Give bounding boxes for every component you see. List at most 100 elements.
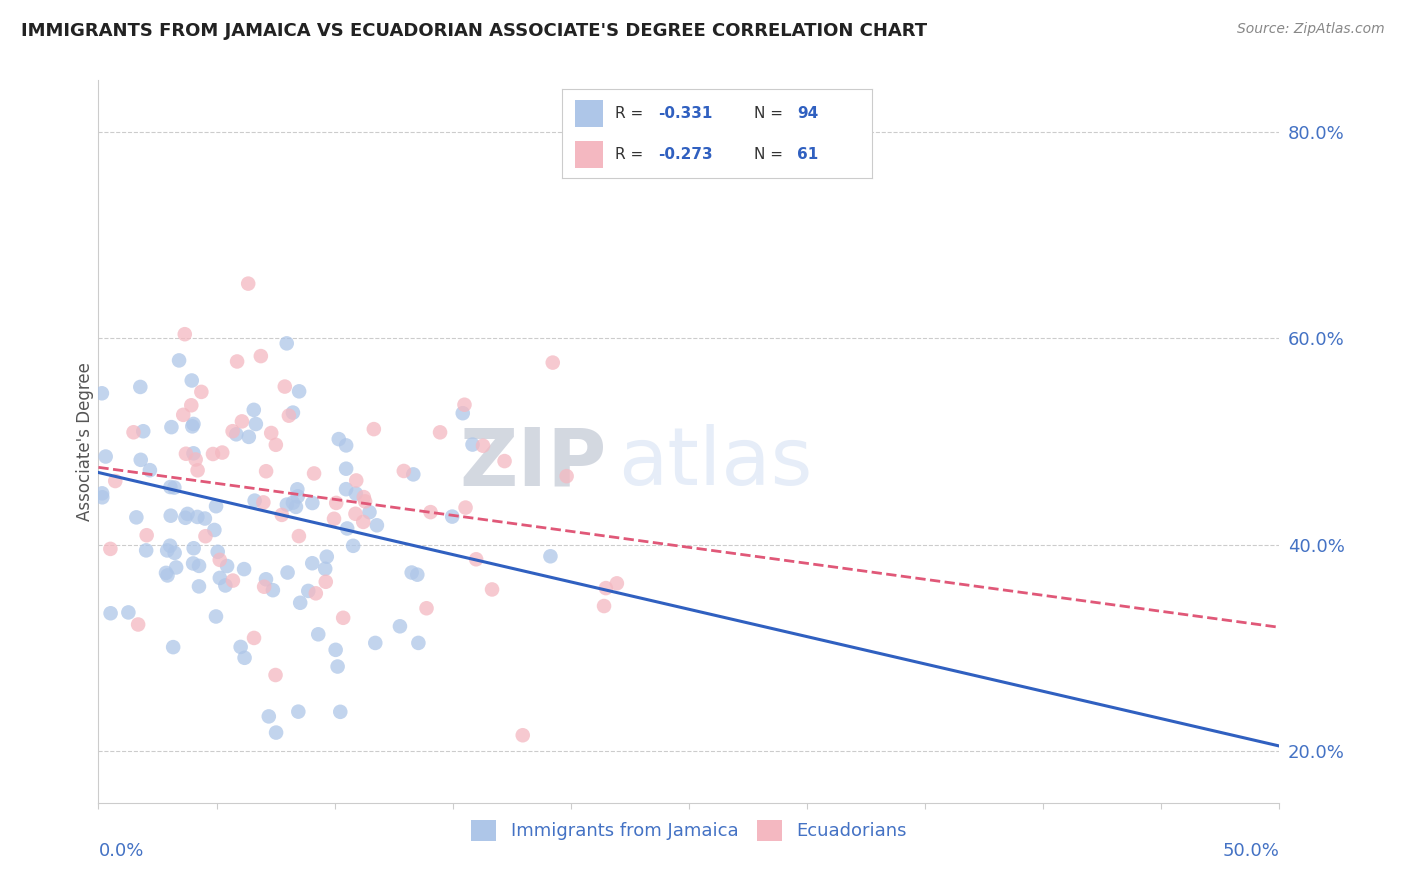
Point: [208, 553, 231, 567]
Point: [181, 557, 204, 571]
Point: [494, 454, 516, 468]
Point: [231, 414, 253, 428]
Point: [290, 596, 312, 610]
Point: [441, 509, 464, 524]
Point: [173, 327, 195, 342]
Point: [402, 467, 425, 482]
Point: [117, 606, 139, 620]
Point: [287, 489, 309, 503]
Point: [129, 453, 152, 467]
Point: [243, 402, 266, 417]
Point: [174, 510, 197, 524]
Point: [593, 599, 616, 613]
Point: [159, 480, 181, 494]
Point: [132, 424, 155, 438]
Point: [401, 566, 423, 580]
Point: [122, 425, 145, 440]
Point: [284, 500, 307, 514]
Point: [100, 541, 122, 556]
Point: [183, 541, 205, 556]
Point: [211, 445, 233, 459]
Point: [555, 469, 578, 483]
Point: [163, 481, 186, 495]
Point: [172, 408, 194, 422]
Point: [174, 447, 197, 461]
Point: [188, 558, 211, 573]
Point: [287, 705, 309, 719]
Point: [125, 510, 148, 524]
Point: [277, 566, 299, 580]
Point: [315, 549, 337, 564]
Point: [183, 417, 205, 431]
Point: [307, 627, 329, 641]
Text: R =: R =: [614, 147, 648, 161]
Point: [156, 543, 179, 558]
Point: [202, 523, 225, 537]
Point: [415, 601, 437, 615]
Point: [205, 500, 228, 514]
Point: [288, 384, 311, 399]
Point: [344, 486, 367, 500]
Point: [176, 507, 198, 521]
Point: [90, 386, 112, 401]
Text: Source: ZipAtlas.com: Source: ZipAtlas.com: [1237, 22, 1385, 37]
Text: -0.273: -0.273: [658, 147, 713, 161]
Point: [453, 398, 475, 412]
Point: [238, 430, 260, 444]
Text: N =: N =: [754, 147, 787, 161]
Point: [94, 450, 117, 464]
Point: [194, 511, 217, 525]
Point: [335, 461, 357, 475]
Point: [276, 498, 298, 512]
Point: [253, 580, 276, 594]
Point: [260, 425, 283, 440]
Point: [135, 528, 157, 542]
Point: [364, 636, 387, 650]
Point: [297, 583, 319, 598]
Point: [461, 437, 484, 451]
Point: [366, 518, 388, 533]
Point: [233, 650, 256, 665]
Point: [187, 463, 209, 477]
Y-axis label: Associate's Degree: Associate's Degree: [76, 362, 94, 521]
Point: [207, 545, 229, 559]
Point: [302, 467, 325, 481]
Point: [214, 578, 236, 592]
Point: [335, 438, 357, 452]
Point: [167, 353, 190, 368]
Point: [301, 556, 323, 570]
Point: [91, 491, 114, 505]
Point: [353, 490, 375, 504]
Point: [180, 398, 202, 412]
Point: [254, 464, 277, 478]
Point: [221, 424, 243, 438]
Point: [301, 496, 323, 510]
Point: [281, 406, 304, 420]
Point: [392, 464, 415, 478]
Text: IMMIGRANTS FROM JAMAICA VS ECUADORIAN ASSOCIATE'S DEGREE CORRELATION CHART: IMMIGRANTS FROM JAMAICA VS ECUADORIAN AS…: [21, 22, 927, 40]
Legend: Immigrants from Jamaica, Ecuadorians: Immigrants from Jamaica, Ecuadorians: [464, 813, 914, 848]
Point: [184, 452, 207, 467]
Point: [159, 508, 181, 523]
Point: [188, 579, 211, 593]
Point: [208, 571, 231, 585]
Point: [429, 425, 451, 440]
Point: [342, 539, 364, 553]
Point: [541, 356, 564, 370]
Text: R =: R =: [614, 106, 648, 120]
Point: [100, 607, 122, 621]
Point: [344, 507, 367, 521]
Point: [363, 422, 385, 436]
Point: [205, 609, 228, 624]
Point: [139, 463, 162, 477]
Point: [285, 483, 308, 497]
Text: 94: 94: [797, 106, 818, 120]
Point: [226, 354, 249, 368]
Point: [305, 586, 328, 600]
FancyBboxPatch shape: [575, 141, 603, 168]
Point: [281, 496, 304, 510]
Point: [606, 576, 628, 591]
Point: [135, 543, 157, 558]
Point: [332, 611, 354, 625]
Point: [250, 349, 273, 363]
